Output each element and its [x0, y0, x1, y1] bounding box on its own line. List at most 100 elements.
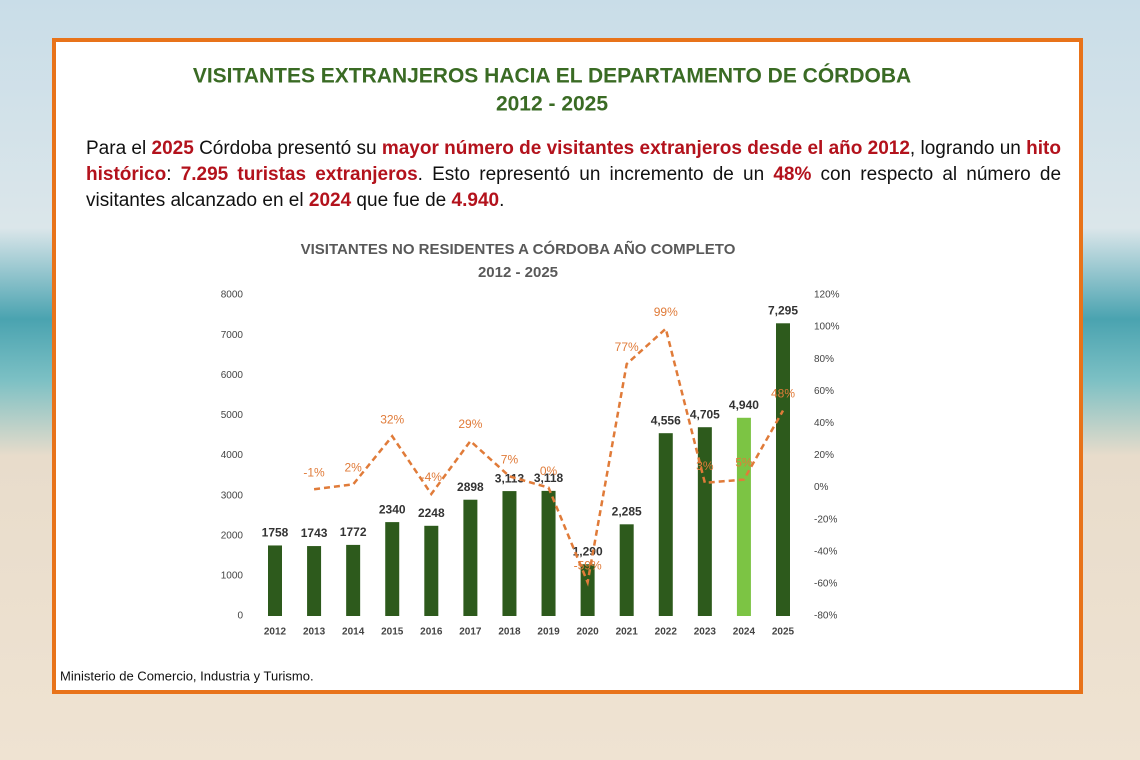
x-tick-label: 2017: [459, 627, 482, 638]
body-text: Para el: [86, 138, 152, 159]
bar-value-label: 3,118: [534, 471, 564, 485]
y-tick-label: 2000: [221, 530, 244, 541]
y2-tick-label: 100%: [814, 322, 840, 333]
x-tick-label: 2018: [498, 627, 521, 638]
line-value-label: 48%: [771, 387, 795, 401]
bar-value-label: 4,556: [651, 413, 681, 427]
x-tick-label: 2012: [264, 627, 287, 638]
bar-value-label: 1,290: [573, 544, 603, 558]
bar: [580, 564, 595, 616]
y-tick-label: 7000: [221, 330, 244, 341]
bar-value-label: 2340: [379, 502, 406, 516]
bar: [424, 525, 439, 616]
line-value-label: 29%: [458, 417, 482, 431]
body-text: con respecto al número de visitantes alc…: [86, 164, 1062, 211]
body-text: . Esto representó un incremento de un: [417, 164, 774, 185]
highlight-text: hito histórico: [86, 138, 1061, 185]
bar: [541, 490, 556, 616]
line-value-label: -4%: [421, 470, 443, 484]
x-tick-label: 2013: [303, 627, 326, 638]
y-tick-label: 6000: [221, 370, 244, 381]
highlight-text: 4.940: [451, 190, 500, 211]
x-tick-label: 2015: [381, 627, 404, 638]
y-tick-label: 0: [237, 611, 243, 622]
bar-value-label: 3,113: [495, 471, 525, 485]
bar-value-label: 7,295: [768, 303, 798, 317]
y-tick-label: 3000: [221, 490, 244, 501]
line-value-label: 0%: [540, 464, 558, 478]
y-tick-label: 5000: [221, 410, 244, 421]
line-value-label: 99%: [654, 305, 678, 319]
y-tick-label: 8000: [221, 290, 244, 301]
y2-tick-label: 40%: [814, 418, 834, 429]
line-value-label: -59%: [574, 558, 602, 572]
y2-tick-label: 60%: [814, 386, 834, 397]
bar: [619, 524, 634, 616]
x-tick-label: 2019: [537, 627, 560, 638]
bar: [268, 545, 282, 616]
chart-subtitle: 2012 - 2025: [478, 264, 558, 281]
slide-card: [52, 38, 1083, 694]
y2-tick-label: 20%: [814, 450, 834, 461]
bar: [776, 323, 790, 616]
highlight-text: 48%: [773, 164, 812, 185]
bar-value-label: 4,940: [729, 398, 759, 412]
body-text: :: [166, 164, 181, 185]
line-value-label: 3%: [696, 459, 714, 473]
bar: [502, 491, 517, 616]
y2-tick-label: -60%: [814, 579, 837, 590]
bar-value-label: 4,705: [690, 407, 720, 421]
line: [313, 326, 785, 587]
y2-tick-label: 80%: [814, 354, 834, 365]
x-tick-label: 2020: [576, 627, 599, 638]
body-text: , logrando un: [909, 138, 1027, 159]
bar-value-label: 2898: [457, 480, 484, 494]
bar-value-label: 2,285: [612, 504, 642, 518]
bar: [385, 522, 400, 616]
line-value-label: 7%: [501, 453, 519, 467]
bar: [463, 499, 478, 616]
source: Ministerio de Comercio, Industria y Turi…: [60, 668, 314, 683]
body-text: .: [499, 190, 505, 211]
x-tick-label: 2016: [420, 627, 443, 638]
line-value-label: 5%: [735, 456, 753, 470]
y2-tick-label: -20%: [814, 514, 837, 525]
y2-tick-label: -80%: [814, 611, 837, 622]
bar-value-label: 1743: [301, 526, 328, 540]
x-tick-label: 2014: [342, 627, 365, 638]
bar-value-label: 1758: [262, 526, 289, 540]
chart-title: VISITANTES NO RESIDENTES A CÓRDOBA AÑO C…: [301, 240, 736, 258]
y2-tick-label: 120%: [814, 290, 840, 301]
highlight-text: 2025: [151, 138, 194, 159]
line-value-label: 32%: [380, 412, 404, 426]
line-value-label: -1%: [303, 465, 325, 479]
bar-value-label: 2248: [418, 506, 445, 520]
x-tick-label: 2021: [616, 627, 639, 638]
summary-paragraph: Para el 2025 Córdoba presentó su mayor n…: [86, 136, 1061, 214]
line-value-label: 2%: [344, 461, 362, 475]
line-value-label: 77%: [615, 340, 639, 354]
page-title: VISITANTES EXTRANJEROS HACIA EL DEPARTAM…: [193, 64, 911, 88]
highlight-text: 2024: [308, 190, 352, 211]
x-tick-label: 2025: [772, 627, 795, 638]
bar-value-label: 1772: [340, 525, 367, 539]
x-tick-label: 2022: [655, 627, 678, 638]
bar: [697, 427, 712, 616]
x-tick-label: 2023: [694, 627, 717, 638]
highlight-text: 7.295 turistas extranjeros: [180, 164, 418, 185]
y-tick-label: 4000: [221, 450, 244, 461]
body-text: que fue de: [351, 190, 452, 211]
body-text: Córdoba presentó su: [193, 138, 382, 159]
bar: [346, 544, 361, 616]
x-tick-label: 2024: [733, 627, 756, 638]
highlight-text: mayor número de visitantes extranjeros d…: [381, 138, 910, 159]
page-title: 2012 - 2025: [496, 93, 608, 116]
y2-tick-label: -40%: [814, 546, 837, 557]
y2-tick-label: 0%: [814, 482, 829, 493]
bar: [658, 433, 673, 616]
bar: [307, 546, 322, 616]
bar: [736, 417, 751, 616]
y-tick-label: 1000: [221, 571, 244, 582]
